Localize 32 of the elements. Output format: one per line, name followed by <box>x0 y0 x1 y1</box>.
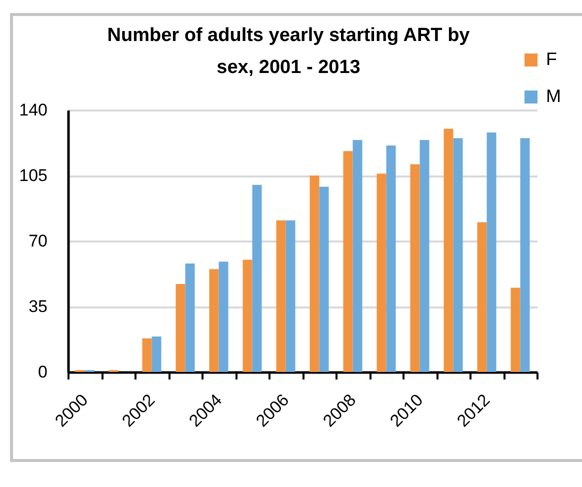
bar <box>510 288 520 372</box>
bar <box>176 284 186 372</box>
bar <box>343 151 353 372</box>
bar <box>520 138 530 372</box>
legend-label: F <box>546 49 557 69</box>
bar <box>252 184 262 372</box>
bar <box>386 146 396 372</box>
y-tick-label: 105 <box>19 166 48 185</box>
bar <box>242 260 252 372</box>
bar <box>410 164 420 372</box>
bar <box>286 220 296 372</box>
y-tick-label: 35 <box>28 297 48 316</box>
bar <box>376 174 386 372</box>
bar <box>453 138 463 372</box>
bar <box>142 338 152 372</box>
bar <box>310 176 320 372</box>
bar <box>319 186 329 372</box>
bar <box>444 128 454 372</box>
bar <box>352 140 362 372</box>
y-tick-label: 70 <box>28 232 48 250</box>
bar <box>276 220 286 372</box>
bar <box>420 140 430 372</box>
y-tick-label: 0 <box>38 362 48 382</box>
bar <box>152 336 162 372</box>
bar <box>486 132 496 372</box>
legend-label: M <box>546 86 561 106</box>
y-tick-label: 140 <box>19 100 48 120</box>
bar <box>477 222 487 372</box>
bar <box>218 262 228 372</box>
chart-title: Number of adults yearly starting ART by sex, 2001 - 2013 <box>107 25 470 78</box>
bar <box>185 263 195 372</box>
bar <box>209 269 219 372</box>
